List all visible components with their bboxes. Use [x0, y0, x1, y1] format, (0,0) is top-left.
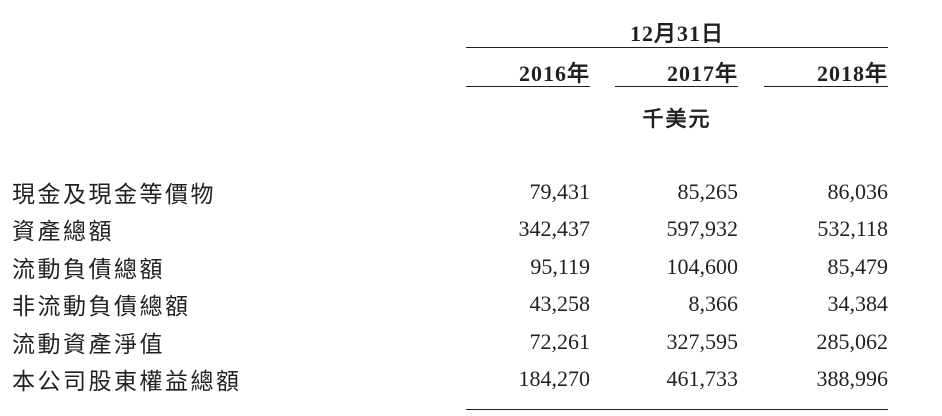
row-label: 資產總額 [12, 219, 114, 245]
table-row: 流動負債總額 95,119 104,600 85,479 [12, 248, 888, 286]
value-cell: 85,265 [677, 178, 739, 204]
row-label: 現金及現金等價物 [12, 181, 216, 207]
value-cell: 85,479 [827, 253, 889, 279]
value-cell: 285,062 [816, 328, 889, 354]
value-cell: 43,258 [529, 291, 591, 317]
table-row: 非流動負債總額 43,258 8,366 34,384 [12, 286, 888, 324]
value-cell: 327,595 [666, 328, 739, 354]
value-cell: 104,600 [666, 253, 739, 279]
row-label: 本公司股東權益總額 [12, 369, 242, 395]
table-bottom-rule [466, 409, 888, 410]
column-header-2016: 2016年 [466, 56, 590, 87]
value-cell: 79,431 [529, 178, 591, 204]
header-top-rule [466, 47, 888, 48]
value-cell: 72,261 [529, 328, 591, 354]
row-label: 非流動負債總額 [12, 294, 191, 320]
table-body: 現金及現金等價物 79,431 85,265 86,036 資產總額 342,4… [12, 173, 888, 398]
date-column-group-header: 12月31日 [629, 21, 724, 46]
row-label: 流動資產淨值 [12, 331, 165, 357]
value-cell: 34,384 [827, 291, 889, 317]
value-cell: 532,118 [817, 216, 888, 242]
table-row: 本公司股東權益總額 184,270 461,733 388,996 [12, 361, 888, 399]
value-cell: 461,733 [666, 366, 739, 392]
value-cell: 597,932 [666, 216, 739, 242]
value-cell: 86,036 [827, 178, 889, 204]
table-row: 流動資產淨值 72,261 327,595 285,062 [12, 323, 888, 361]
currency-unit-label: 千美元 [642, 107, 712, 131]
column-header-2017: 2017年 [615, 56, 738, 87]
table-row: 現金及現金等價物 79,431 85,265 86,036 [12, 173, 888, 211]
value-cell: 184,270 [518, 366, 591, 392]
value-cell: 388,996 [816, 366, 889, 392]
value-cell: 8,366 [688, 291, 739, 317]
column-header-2018: 2018年 [764, 56, 888, 87]
table-row: 資產總額 342,437 597,932 532,118 [12, 211, 888, 249]
value-cell: 342,437 [518, 216, 591, 242]
value-cell: 95,119 [530, 253, 590, 279]
row-label: 流動負債總額 [12, 256, 165, 282]
